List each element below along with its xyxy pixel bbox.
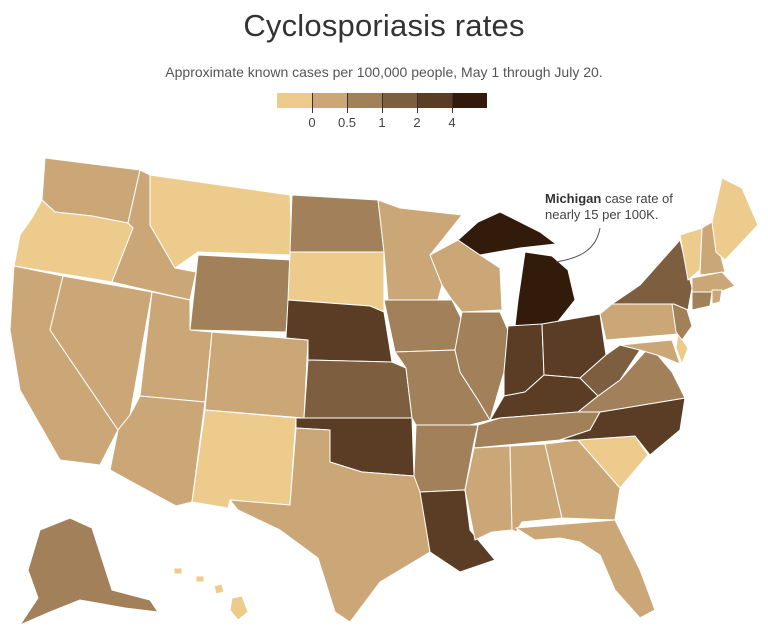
state-hawaii-kauai: [173, 567, 183, 575]
state-montana: [149, 174, 293, 269]
state-pennsylvania: [599, 299, 679, 341]
state-new-hampshire: [699, 221, 726, 276]
legend-tick-label: 0.5: [337, 115, 357, 130]
legend-tick-label: 4: [448, 115, 456, 130]
state-arizona: [109, 395, 206, 507]
state-kansas: [303, 359, 413, 419]
state-maryland: [619, 339, 681, 365]
annotation-leader-line: [555, 227, 601, 263]
state-hawaii-maui: [213, 583, 225, 595]
legend-swatch: [277, 93, 312, 108]
legend-tick-label: 2: [413, 115, 421, 130]
state-maine: [711, 177, 759, 261]
legend-swatch: [347, 93, 382, 113]
state-hawaii-big-island: [229, 595, 249, 621]
legend: 0 0.5 1 2 4: [277, 93, 487, 135]
michigan-annotation: Michigan case rate of nearly 15 per 100K…: [545, 191, 673, 223]
annotation-state: Michigan: [545, 191, 602, 206]
state-connecticut: [691, 291, 713, 311]
state-iowa: [383, 299, 463, 353]
legend-swatch: [452, 93, 487, 113]
legend-color-bar: [277, 93, 487, 113]
legend-ticks: 0 0.5 1 2 4: [277, 115, 487, 135]
state-rhode-island: [711, 289, 723, 305]
legend-swatch: [312, 93, 347, 113]
state-north-carolina: [559, 397, 686, 456]
map-title: Cyclosporiasis rates: [243, 8, 525, 43]
map-subtitle: Approximate known cases per 100,000 peop…: [165, 64, 603, 80]
state-florida: [515, 519, 656, 619]
state-delaware: [675, 333, 689, 365]
state-wyoming: [189, 254, 293, 333]
state-new-mexico: [191, 409, 297, 509]
annotation-line-1-rest: case rate of: [601, 191, 673, 206]
state-new-york: [611, 239, 693, 311]
state-north-dakota: [289, 194, 385, 253]
state-michigan: [514, 251, 576, 327]
legend-tick-label: 0: [308, 115, 316, 130]
us-choropleth-map: [9, 157, 759, 626]
state-texas: [229, 427, 431, 623]
annotation-line-2: nearly 15 per 100K.: [545, 207, 659, 222]
legend-tick-label: 1: [378, 115, 386, 130]
state-hawaii-oahu: [195, 575, 205, 583]
annotation-line-1: Michigan case rate of: [545, 191, 673, 207]
state-massachusetts: [691, 271, 736, 293]
state-colorado: [204, 331, 309, 419]
state-georgia: [544, 439, 621, 521]
legend-swatch: [417, 93, 452, 113]
state-alaska: [19, 517, 159, 626]
state-michigan-upper: [457, 211, 557, 256]
legend-swatch: [382, 93, 417, 113]
state-mississippi: [464, 445, 513, 541]
